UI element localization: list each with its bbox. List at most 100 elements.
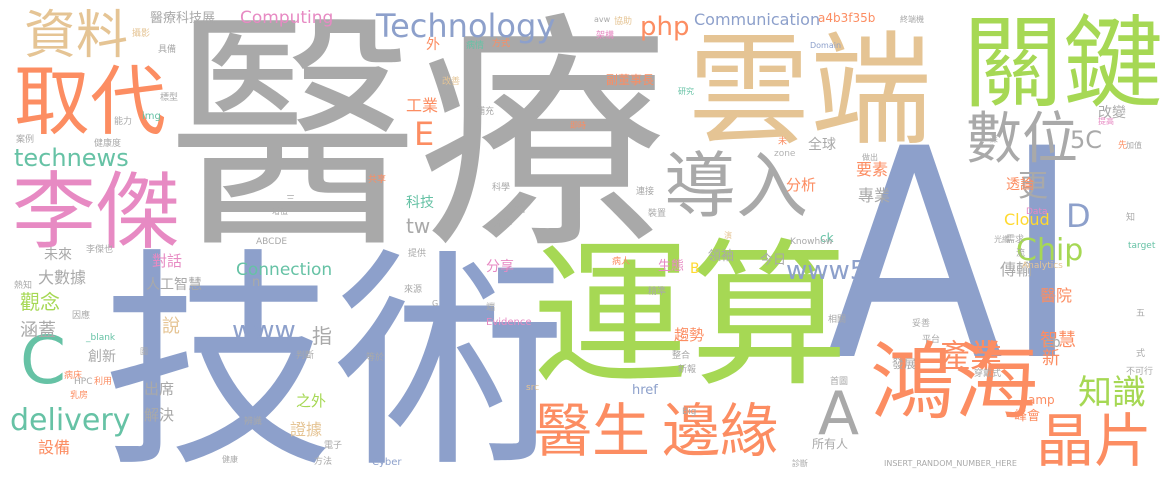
word-運算: 運算 bbox=[532, 225, 848, 409]
word-不可行: 不可行 bbox=[1126, 367, 1154, 377]
word-整合: 整合 bbox=[672, 351, 691, 361]
word-醫療科技展: 醫療科技展 bbox=[150, 11, 216, 26]
word-知識: 知識 bbox=[1078, 373, 1146, 413]
word-今日: 今日 bbox=[760, 253, 787, 268]
word-健康: 健康 bbox=[222, 455, 238, 464]
word-php: php bbox=[640, 12, 690, 42]
word-觀念: 觀念 bbox=[20, 290, 60, 314]
word-人工智慧: 人工智慧 bbox=[146, 277, 202, 293]
word-指: 指 bbox=[312, 324, 332, 348]
word-病情: 病情 bbox=[466, 41, 485, 51]
word-設備: 設備 bbox=[38, 438, 71, 457]
word-數位: 數位 bbox=[966, 107, 1078, 172]
word-改善: 改善 bbox=[442, 77, 461, 87]
word-即時: 即時 bbox=[570, 121, 586, 130]
word-診斷: 診斷 bbox=[792, 459, 808, 468]
word-研究: 研究 bbox=[678, 87, 694, 96]
word-amp: amp bbox=[1028, 393, 1055, 407]
word-解決: 解決 bbox=[144, 406, 175, 424]
word-標型: 標型 bbox=[160, 93, 179, 103]
word-cb: cb bbox=[1044, 335, 1061, 351]
word-大數據: 大數據 bbox=[38, 268, 87, 287]
word-妥善: 妥善 bbox=[912, 319, 931, 329]
word-g: G bbox=[432, 299, 439, 308]
word-n: n bbox=[252, 275, 261, 290]
word-醫生: 醫生 bbox=[534, 397, 651, 465]
word-端: 端 bbox=[486, 303, 496, 313]
word-科學: 科學 bbox=[492, 183, 511, 193]
word-能力: 能力 bbox=[114, 117, 133, 127]
word-新: 新 bbox=[1042, 348, 1060, 369]
word-光纖: 光纖 bbox=[994, 235, 1010, 244]
word-cyber: Cyber bbox=[372, 457, 402, 468]
word-computing: Computing bbox=[240, 8, 334, 28]
word-communication: Communication bbox=[694, 10, 821, 29]
word-要素: 要素 bbox=[856, 160, 889, 179]
word-領袖: 領袖 bbox=[708, 249, 735, 264]
word-href: href bbox=[632, 383, 658, 398]
word-導入: 導入 bbox=[664, 144, 809, 228]
word-分享: 分享 bbox=[486, 259, 514, 275]
word-包含: 包含 bbox=[508, 205, 527, 215]
word-連接: 連接 bbox=[636, 187, 655, 197]
word-三: 三 bbox=[286, 195, 296, 205]
word-先: 先 bbox=[1118, 141, 1128, 151]
word-出席: 出席 bbox=[144, 380, 175, 398]
word-cloud: Cloud bbox=[1004, 210, 1050, 229]
word-首圖: 首圖 bbox=[830, 377, 849, 387]
word-鴻海: 鴻海 bbox=[870, 333, 1039, 431]
word-智慧: 智慧 bbox=[1040, 330, 1076, 351]
word-等於: 等於 bbox=[366, 353, 385, 363]
word-知: 知 bbox=[1126, 213, 1136, 223]
word-平台: 平台 bbox=[922, 335, 941, 345]
word-增值: 增值 bbox=[272, 207, 288, 216]
word-演: 演 bbox=[724, 231, 732, 240]
word-科技: 科技 bbox=[406, 195, 434, 211]
word-未來: 未來 bbox=[44, 247, 72, 263]
word-zone: zone bbox=[774, 149, 796, 159]
word-hpc: HPC bbox=[74, 377, 93, 387]
word-b: B bbox=[690, 261, 700, 277]
word-ai: AI bbox=[825, 88, 1081, 425]
word-專業: 專業 bbox=[858, 186, 891, 205]
word-利用: 利用 bbox=[94, 377, 113, 387]
word-峰會: 峰會 bbox=[1014, 409, 1041, 424]
word-生態: 生態 bbox=[658, 259, 685, 274]
word-醫療: 醫療 bbox=[168, 0, 668, 282]
word-熱知: 熱知 bbox=[14, 281, 33, 291]
word-電子: 電子 bbox=[324, 441, 343, 451]
word-之外: 之外 bbox=[296, 392, 327, 410]
word-病人: 病人 bbox=[612, 257, 631, 267]
word-共享: 共享 bbox=[368, 175, 387, 185]
word-a4b3f35b: a4b3f35b bbox=[818, 11, 876, 25]
word-外: 外 bbox=[426, 37, 440, 53]
word-全球: 全球 bbox=[808, 137, 836, 153]
word-d: D bbox=[1066, 197, 1091, 235]
word-工業: 工業 bbox=[406, 96, 439, 115]
word-辨識: 辨識 bbox=[244, 417, 263, 427]
word-趨勢: 趨勢 bbox=[674, 326, 705, 344]
word-精準: 精準 bbox=[648, 287, 667, 297]
word-ck: ck bbox=[820, 231, 834, 245]
word-chip: Chip bbox=[1016, 233, 1084, 268]
word-具備: 具備 bbox=[158, 45, 177, 55]
word-來源: 來源 bbox=[404, 285, 423, 295]
word-blank: _blank bbox=[86, 333, 116, 343]
word-晶片: 晶片 bbox=[1036, 407, 1153, 475]
word-data: Data bbox=[1026, 207, 1048, 217]
word-更: 更 bbox=[1018, 169, 1048, 204]
word-所有人: 所有人 bbox=[812, 437, 849, 451]
word-透論: 透論 bbox=[1006, 177, 1034, 193]
word-analytics: Analytics bbox=[1022, 261, 1063, 271]
word-connection: Connection bbox=[236, 260, 333, 280]
word-乳房: 乳房 bbox=[70, 391, 89, 401]
word-分析: 分析 bbox=[786, 176, 817, 194]
word-資料: 資料 bbox=[24, 6, 129, 66]
word-深: 深 bbox=[990, 135, 998, 144]
word-李傑: 李傑 bbox=[12, 163, 181, 261]
word-技術: 技術 bbox=[102, 229, 567, 482]
word-副董事長: 副董事長 bbox=[606, 73, 655, 87]
word-關鍵: 關鍵 bbox=[963, 5, 1163, 122]
word-方法: 方法 bbox=[314, 457, 333, 467]
word-五: 五 bbox=[1136, 309, 1146, 319]
